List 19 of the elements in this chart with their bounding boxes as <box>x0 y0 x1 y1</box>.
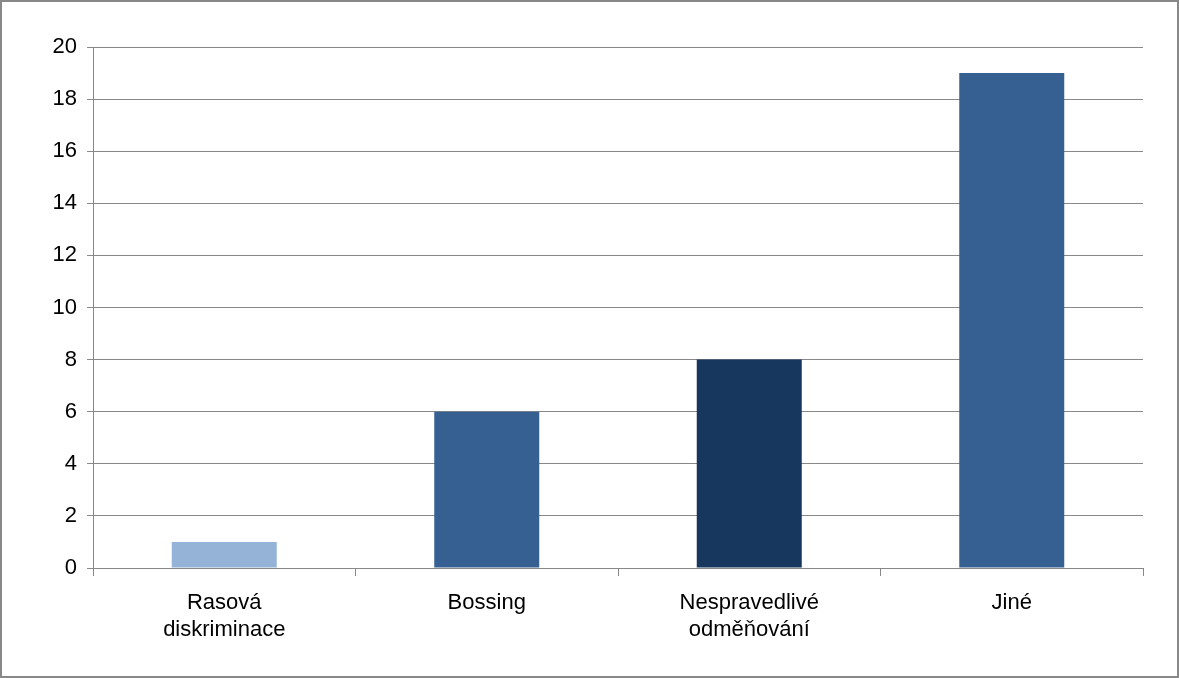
y-tick-label: 10 <box>52 293 77 319</box>
y-tick-label: 12 <box>52 241 77 267</box>
bar <box>959 73 1065 568</box>
y-tick-label: 18 <box>52 85 77 111</box>
y-tick-label: 14 <box>52 189 77 215</box>
x-tick-label: Rasová diskriminace <box>163 589 286 641</box>
y-tick-label: 20 <box>52 33 77 59</box>
y-tick-label: 16 <box>52 137 77 163</box>
y-tick-label: 6 <box>64 397 77 423</box>
x-tick-label: Bossing <box>447 589 526 615</box>
x-tick-label: Jiné <box>991 589 1032 615</box>
bar <box>696 359 802 568</box>
bar <box>434 411 540 568</box>
bar <box>171 541 277 568</box>
x-tick-label: Nespravedlivé odměňování <box>679 589 819 641</box>
y-tick-label: 0 <box>64 554 77 580</box>
y-tick-label: 4 <box>64 449 77 475</box>
y-tick-label: 8 <box>64 345 77 371</box>
y-tick-label: 2 <box>64 501 77 527</box>
